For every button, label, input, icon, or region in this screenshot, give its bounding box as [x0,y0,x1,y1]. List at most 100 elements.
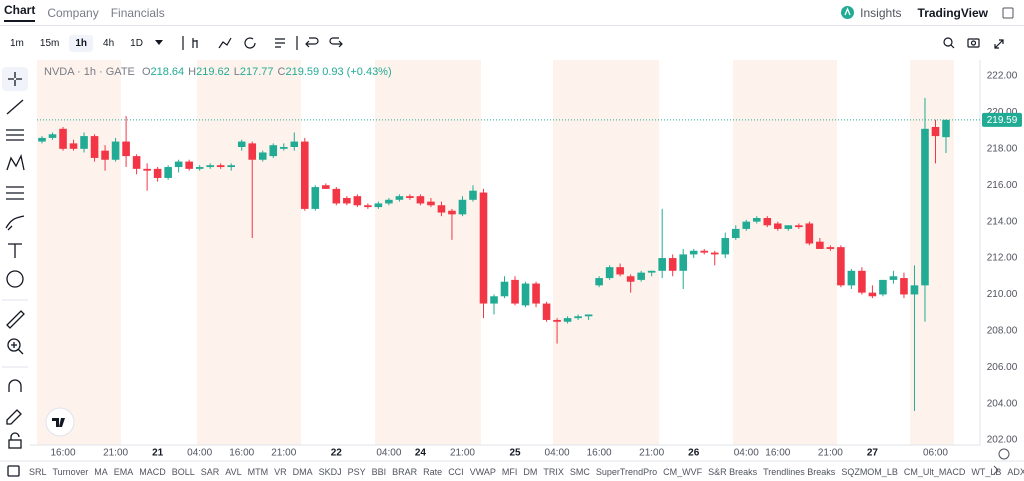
x-tick-label: 24 [415,448,427,459]
indicator[interactable]: EMA [113,466,134,477]
x-tick-label: 04:00 [545,448,570,459]
field-value: 219.59 [285,66,320,78]
indicator[interactable]: BOLL [171,466,195,477]
indicator[interactable]: Trendlines Breaks [763,466,836,477]
line-tool[interactable] [6,99,24,115]
candle-body [469,190,477,200]
indicator[interactable]: TRIX [543,466,564,477]
indicator[interactable]: DMA [292,466,313,477]
camera-icon[interactable] [967,38,980,48]
indicator[interactable]: SuperTrendPro [595,466,658,477]
candle-body [805,223,814,244]
candle-body [679,254,688,271]
x-tick-label: 21 [152,448,164,459]
indicator[interactable]: VWAP [469,466,496,477]
tab[interactable]: Company [47,5,99,20]
pattern-tool[interactable] [6,154,25,171]
candle-body [763,218,772,226]
brush-tool[interactable] [5,215,25,231]
indicator[interactable]: CM_WVF [663,466,703,477]
insights-link[interactable]: Insights [860,5,902,20]
indicator[interactable]: MA [94,466,108,477]
settings-icon[interactable] [998,448,1010,460]
indicator[interactable]: SAR [200,466,220,477]
projection-tool[interactable] [6,186,24,200]
indicator[interactable]: Turnover [52,466,89,477]
lock-tool[interactable] [8,439,22,449]
indicator[interactable]: PSY [347,466,366,477]
interval-dropdown[interactable] [154,40,163,46]
magnet-tool[interactable] [8,379,22,392]
fib-tool[interactable] [6,129,24,141]
indicator[interactable]: VR [274,466,287,477]
indicator[interactable]: CCI [448,466,464,477]
indicator[interactable]: ADX_DI [1007,466,1024,477]
brand[interactable]: TradingView [917,5,988,20]
y-tick-label: 214.00 [987,216,1018,227]
indicator[interactable]: BRAR [392,466,418,477]
indicators-icon[interactable] [218,37,232,49]
indicator[interactable]: MACD [139,466,166,477]
candle-body [227,165,236,168]
indicator[interactable]: S&R Breaks [708,466,758,477]
candle-body [406,196,414,198]
indicator[interactable]: MFI [501,466,518,477]
crosshair-tool[interactable] [8,72,22,86]
chart-tools [182,36,343,50]
interval[interactable]: 1m [10,37,24,49]
candle-body [710,252,719,255]
interval[interactable]: 1h [69,34,94,52]
y-tick-label: 210.00 [987,289,1018,300]
x-tick-label: 26 [688,448,700,459]
candle-body [416,196,425,204]
templates-icon[interactable] [274,38,285,48]
window-icon[interactable] [1002,7,1014,19]
indicator[interactable]: BBI [371,466,387,477]
indicator[interactable]: SKDJ [318,466,342,477]
candles-icon[interactable] [192,38,198,48]
candle-body [574,316,582,319]
x-tick-label: 21:00 [639,448,664,459]
emoji-tool[interactable] [6,270,24,288]
candle-body [269,145,278,157]
tab[interactable]: Chart [4,3,36,22]
indicator[interactable]: SMC [569,466,590,477]
off-hours [553,60,659,445]
redo-icon[interactable] [329,37,343,48]
indicator[interactable]: AVL [225,466,242,477]
field-value: 218.64 [150,66,185,78]
indicator[interactable]: DM [523,466,538,477]
last-price-tag [982,112,1022,127]
zoom-tool[interactable] [7,338,21,352]
panel-icon[interactable] [7,465,20,477]
candle-body [164,167,172,178]
candle-body [879,279,887,295]
indicator[interactable]: Rate [423,466,443,477]
y-tick-label: 216.00 [987,180,1018,191]
tab[interactable]: Financials [110,5,165,20]
interval[interactable]: 1D [130,37,143,49]
candle-body [563,318,572,322]
indicator[interactable]: WT_LB [971,466,1002,477]
x-tick-label: 16:00 [229,448,254,459]
indicator[interactable]: CM_Ult_MACD [903,466,966,477]
candle-body [500,281,509,297]
indicator[interactable]: MTM [247,466,269,477]
indicator[interactable]: SQZMOM_LB [841,466,898,477]
measure-tool[interactable] [6,310,25,329]
x-tick-label: 04:00 [376,448,401,459]
candle-body [826,247,835,249]
replay-icon[interactable] [244,37,256,49]
undo-icon[interactable] [305,37,319,48]
interval[interactable]: 15m [39,37,60,49]
interval[interactable]: 4h [103,37,115,49]
scroll-right[interactable] [993,465,999,475]
x-tick-label: 22 [331,448,343,459]
text-tool[interactable] [8,243,22,258]
lock-draw-tool[interactable] [6,409,22,425]
indicator[interactable]: SRL [29,466,47,477]
candle-body [322,185,330,189]
change: 0.93 (+0.43%) [322,66,392,78]
search-icon[interactable] [943,37,953,47]
fullscreen-icon[interactable] [994,39,1004,49]
